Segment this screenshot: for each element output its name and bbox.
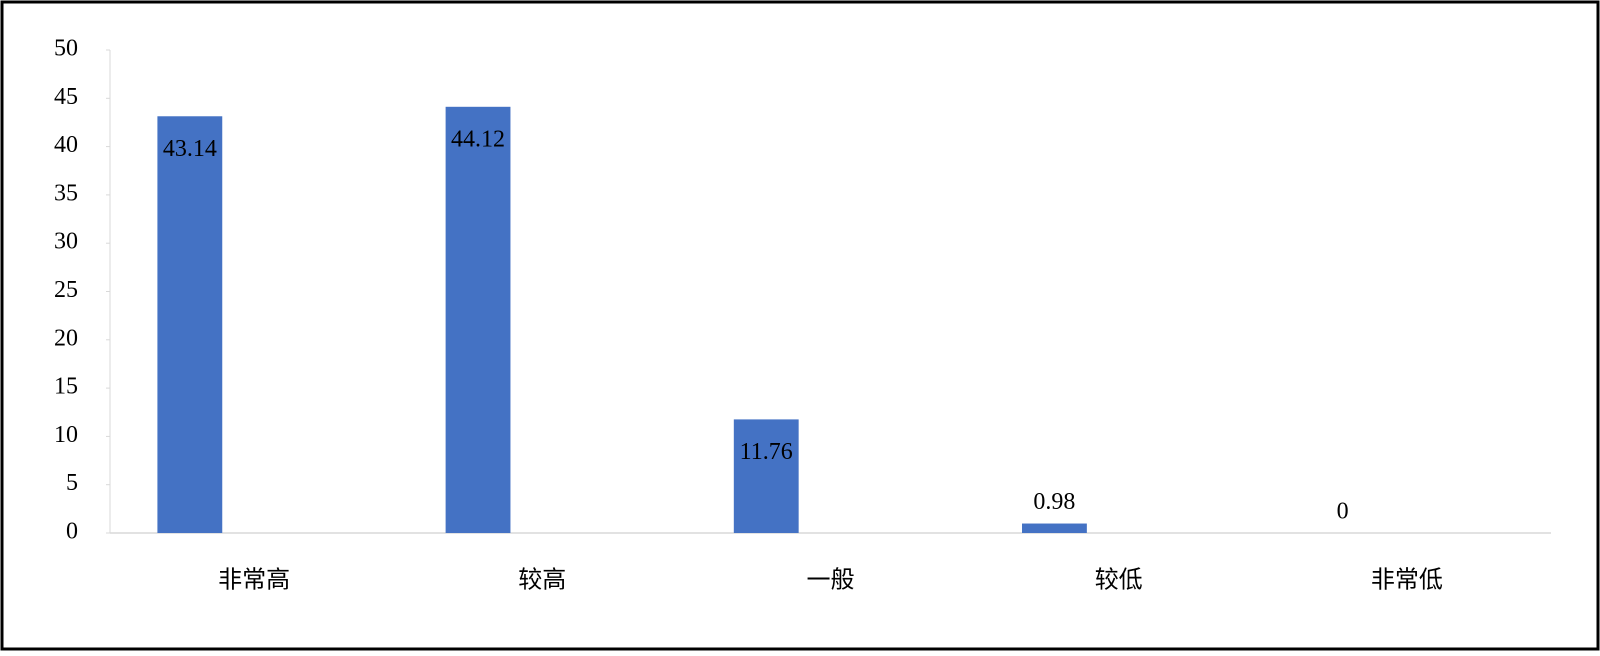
bar (733, 419, 799, 533)
x-tick-label: 一般 (807, 567, 855, 594)
y-tick-label: 15 (54, 374, 78, 400)
data-label: 11.76 (740, 439, 793, 465)
y-tick-label: 50 (54, 36, 78, 62)
x-tick-label: 较高 (518, 567, 566, 594)
x-tick-label: 非常低 (1371, 567, 1443, 594)
y-tick-label: 20 (54, 325, 78, 351)
x-tick-label: 非常高 (218, 567, 290, 594)
y-tick-label: 40 (54, 132, 78, 158)
bar (157, 116, 223, 533)
y-tick-label: 5 (66, 470, 78, 496)
y-tick-label: 25 (54, 277, 78, 303)
data-label: 43.14 (163, 136, 217, 162)
bar (445, 106, 511, 534)
data-label: 0.98 (1033, 489, 1075, 515)
x-tick-label: 较低 (1095, 567, 1143, 594)
y-tick-label: 30 (54, 229, 78, 255)
bar (1022, 523, 1087, 533)
y-tick-label: 10 (54, 422, 78, 448)
data-label: 0 (1337, 499, 1349, 525)
y-tick-label: 35 (54, 180, 78, 206)
data-label: 44.12 (451, 126, 505, 152)
y-tick-label: 45 (54, 84, 78, 110)
y-tick-label: 0 (66, 519, 78, 545)
